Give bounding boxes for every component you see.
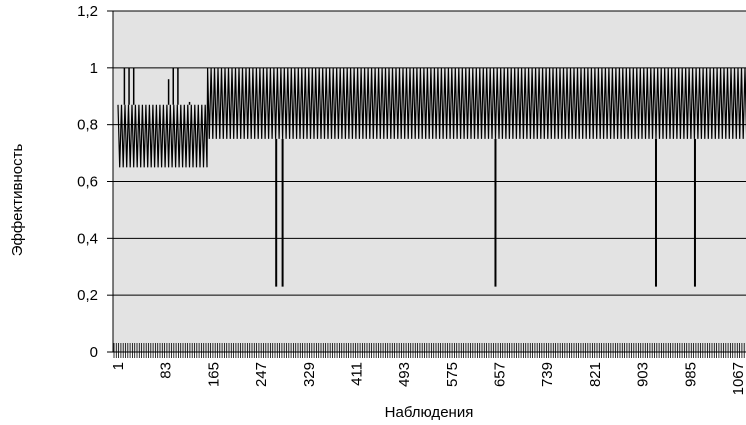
- x-tick-label: 83: [158, 362, 175, 379]
- x-tick-label: 247: [253, 362, 270, 387]
- x-tick-label: 985: [682, 362, 699, 387]
- y-tick-label: 0,8: [77, 117, 98, 134]
- y-axis-label: Эффективность: [9, 144, 26, 257]
- series-path: [117, 67, 746, 168]
- x-tick-label: 493: [396, 362, 413, 387]
- series-line: [117, 67, 746, 287]
- y-tick-labels: 0 0,2 0,4 0,6 0,8 1 1,2: [77, 3, 98, 361]
- y-tick-label: 0: [90, 344, 98, 361]
- x-tick-label: 329: [301, 362, 318, 387]
- x-tick-labels: 1 83 165 247 329 411 493 575 657 739 821 903 985 1067: [110, 362, 746, 395]
- x-axis-hatch-marks: [113, 343, 745, 358]
- x-axis-hatch: [113, 343, 745, 358]
- x-tick-label: 165: [205, 362, 222, 387]
- x-tick-label: 575: [444, 362, 461, 387]
- y-tick-label: 0,4: [77, 230, 98, 247]
- x-tick-label: 739: [539, 362, 556, 387]
- x-axis-label: Наблюдения: [385, 404, 474, 421]
- y-tick-label: 1,2: [77, 3, 98, 20]
- y-tick-label: 1: [90, 60, 98, 77]
- x-tick-label: 411: [349, 362, 366, 386]
- y-tick-marks: [107, 10, 113, 353]
- y-tick-label: 0,6: [77, 174, 98, 191]
- y-tick-label: 0,2: [77, 287, 98, 304]
- x-tick-label: 821: [587, 362, 604, 387]
- x-tick-label: 657: [492, 362, 509, 387]
- x-tick-label: 1: [110, 362, 127, 370]
- x-tick-label: 1067: [730, 362, 746, 395]
- x-tick-label: 903: [635, 362, 652, 387]
